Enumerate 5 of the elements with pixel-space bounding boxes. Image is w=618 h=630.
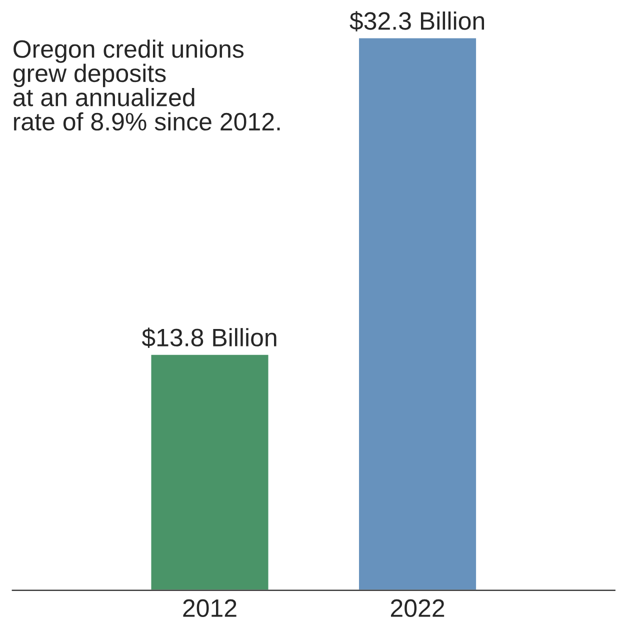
data-label: $32.3 Billion xyxy=(350,11,484,32)
data-label: $13.8 Billion xyxy=(142,328,276,348)
x-tick-label: 2022 xyxy=(390,599,444,618)
x-tick-label: 2012 xyxy=(183,599,236,618)
annotation: Oregon credit unions grew deposits at an annualized rate of 8.9% since 2012. xyxy=(13,40,280,131)
